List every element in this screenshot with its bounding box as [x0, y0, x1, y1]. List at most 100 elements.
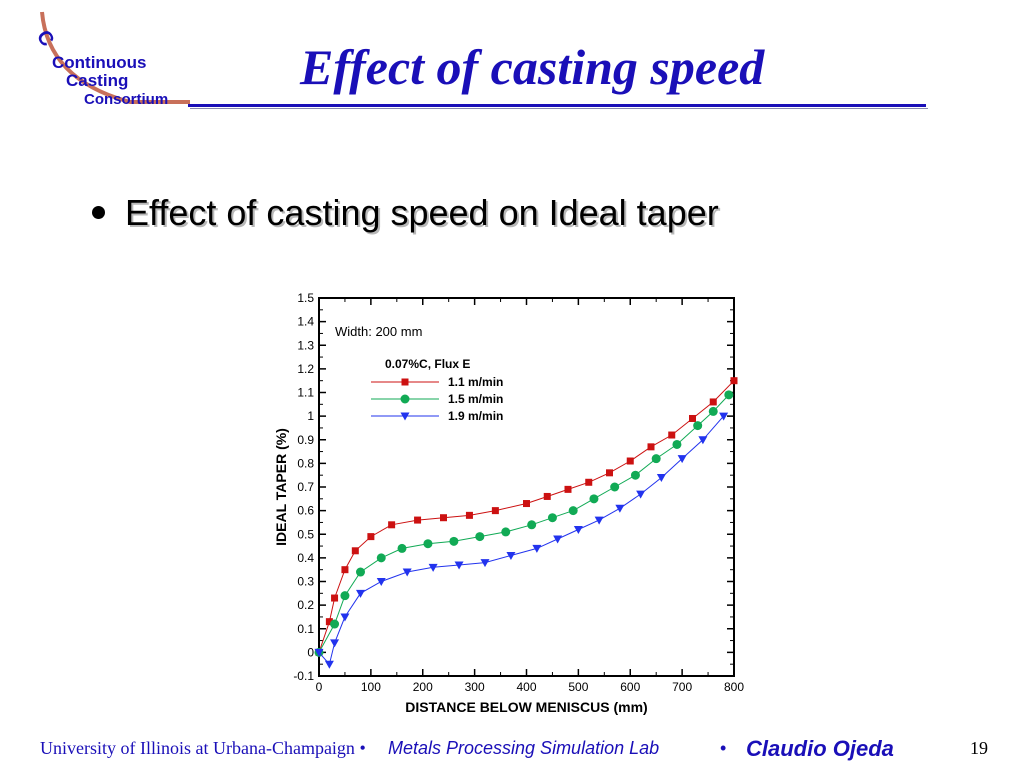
width-annotation: Width: 200 mm — [335, 324, 422, 339]
bullet-dot-icon — [92, 205, 105, 219]
y-tick-label: 1.1 — [297, 386, 314, 400]
data-point — [449, 536, 459, 546]
data-point — [630, 470, 640, 480]
data-point — [693, 421, 703, 431]
footer-university: University of Illinois at Urbana-Champai… — [40, 738, 366, 759]
data-point — [647, 443, 655, 451]
title-underline — [188, 104, 926, 107]
legend-marker — [401, 378, 409, 386]
data-point — [708, 406, 718, 416]
data-point — [656, 474, 666, 483]
y-tick-label: 1.4 — [297, 315, 314, 329]
consortium-logo: C Continuous Casting Consortium — [32, 11, 190, 108]
data-point — [423, 539, 433, 549]
legend-marker — [400, 394, 410, 404]
y-tick-label: 0.8 — [297, 456, 314, 470]
data-point — [568, 506, 578, 516]
legend: 1.1 m/min 1.5 m/min 1.9 m/min — [371, 375, 503, 423]
y-tick-label: 0.6 — [297, 504, 314, 518]
data-point — [388, 521, 396, 529]
series-2 — [314, 390, 734, 657]
bullet-point: Effect of casting speed on Ideal taper — [92, 192, 719, 234]
y-tick-label: 1.5 — [297, 291, 314, 305]
data-point — [636, 490, 646, 499]
y-tick-label: -0.1 — [293, 669, 314, 683]
y-tick-label: 0 — [307, 645, 314, 659]
data-point — [606, 469, 613, 477]
footer: University of Illinois at Urbana-Champai… — [0, 736, 1024, 764]
data-point — [585, 478, 593, 486]
footer-author: Claudio Ojeda — [746, 736, 894, 761]
data-point — [480, 559, 490, 568]
x-tick-label: 500 — [568, 680, 588, 694]
data-point — [454, 561, 464, 570]
data-point — [589, 494, 599, 504]
axis-ticks: -0.100.10.20.30.40.50.60.70.80.911.11.21… — [293, 291, 744, 694]
data-point — [689, 414, 696, 422]
data-point — [672, 439, 682, 449]
y-tick-label: 0.3 — [297, 575, 314, 589]
data-point — [324, 660, 334, 669]
data-point — [341, 566, 349, 574]
data-point — [402, 568, 412, 577]
series-line — [318, 394, 730, 653]
series-line — [318, 380, 735, 653]
data-point — [615, 504, 625, 513]
data-point — [475, 532, 485, 542]
x-tick-label: 300 — [465, 680, 485, 694]
y-tick-label: 0.2 — [297, 598, 314, 612]
series-layer — [314, 377, 738, 669]
data-point — [325, 618, 333, 626]
plot-frame — [318, 297, 735, 677]
logo-line1: Continuous — [52, 53, 146, 72]
series-1 — [315, 377, 738, 656]
y-tick-label: 0.1 — [297, 622, 314, 636]
x-tick-label: 100 — [361, 680, 381, 694]
data-point — [677, 455, 687, 464]
footer-university-text: University of Illinois at Urbana-Champai… — [40, 738, 355, 758]
x-tick-label: 800 — [724, 680, 744, 694]
data-point — [698, 436, 708, 445]
data-point — [527, 520, 537, 530]
data-point — [356, 567, 365, 577]
x-tick-label: 0 — [316, 680, 323, 694]
logo-line3: Consortium — [84, 91, 168, 108]
legend-label: 1.1 m/min — [448, 375, 503, 389]
data-point — [523, 500, 530, 508]
data-point — [376, 553, 386, 563]
legend-label: 1.9 m/min — [448, 409, 503, 423]
title-underline-shadow — [190, 108, 928, 109]
data-point — [724, 390, 734, 400]
series-line — [318, 415, 724, 666]
data-point — [376, 578, 386, 586]
footer-separator-2: • — [720, 738, 727, 758]
data-point — [573, 526, 583, 535]
data-point — [610, 482, 620, 492]
data-point — [506, 552, 516, 561]
data-point — [730, 377, 738, 385]
bullet-text: Effect of casting speed on Ideal taper — [125, 192, 719, 233]
x-tick-label: 600 — [620, 680, 640, 694]
logo-line2: Casting — [66, 71, 128, 90]
x-tick-label: 400 — [516, 680, 536, 694]
y-axis-label: IDEAL TAPER (%) — [273, 428, 289, 546]
data-point — [465, 511, 473, 519]
data-point — [547, 513, 557, 523]
data-point — [553, 535, 563, 544]
logo-arc — [40, 11, 190, 104]
data-point — [351, 547, 359, 555]
data-point — [397, 543, 407, 553]
series-3 — [314, 412, 729, 669]
data-point — [330, 639, 340, 648]
data-point — [651, 454, 661, 464]
y-tick-label: 1.3 — [297, 338, 314, 352]
data-point — [428, 563, 438, 572]
legend-title: 0.07%C, Flux E — [385, 357, 470, 371]
data-point — [543, 492, 551, 500]
x-tick-label: 700 — [672, 680, 692, 694]
y-tick-label: 0.5 — [297, 527, 314, 541]
data-point — [340, 613, 350, 622]
x-tick-label: 200 — [413, 680, 433, 694]
data-point — [330, 619, 340, 629]
